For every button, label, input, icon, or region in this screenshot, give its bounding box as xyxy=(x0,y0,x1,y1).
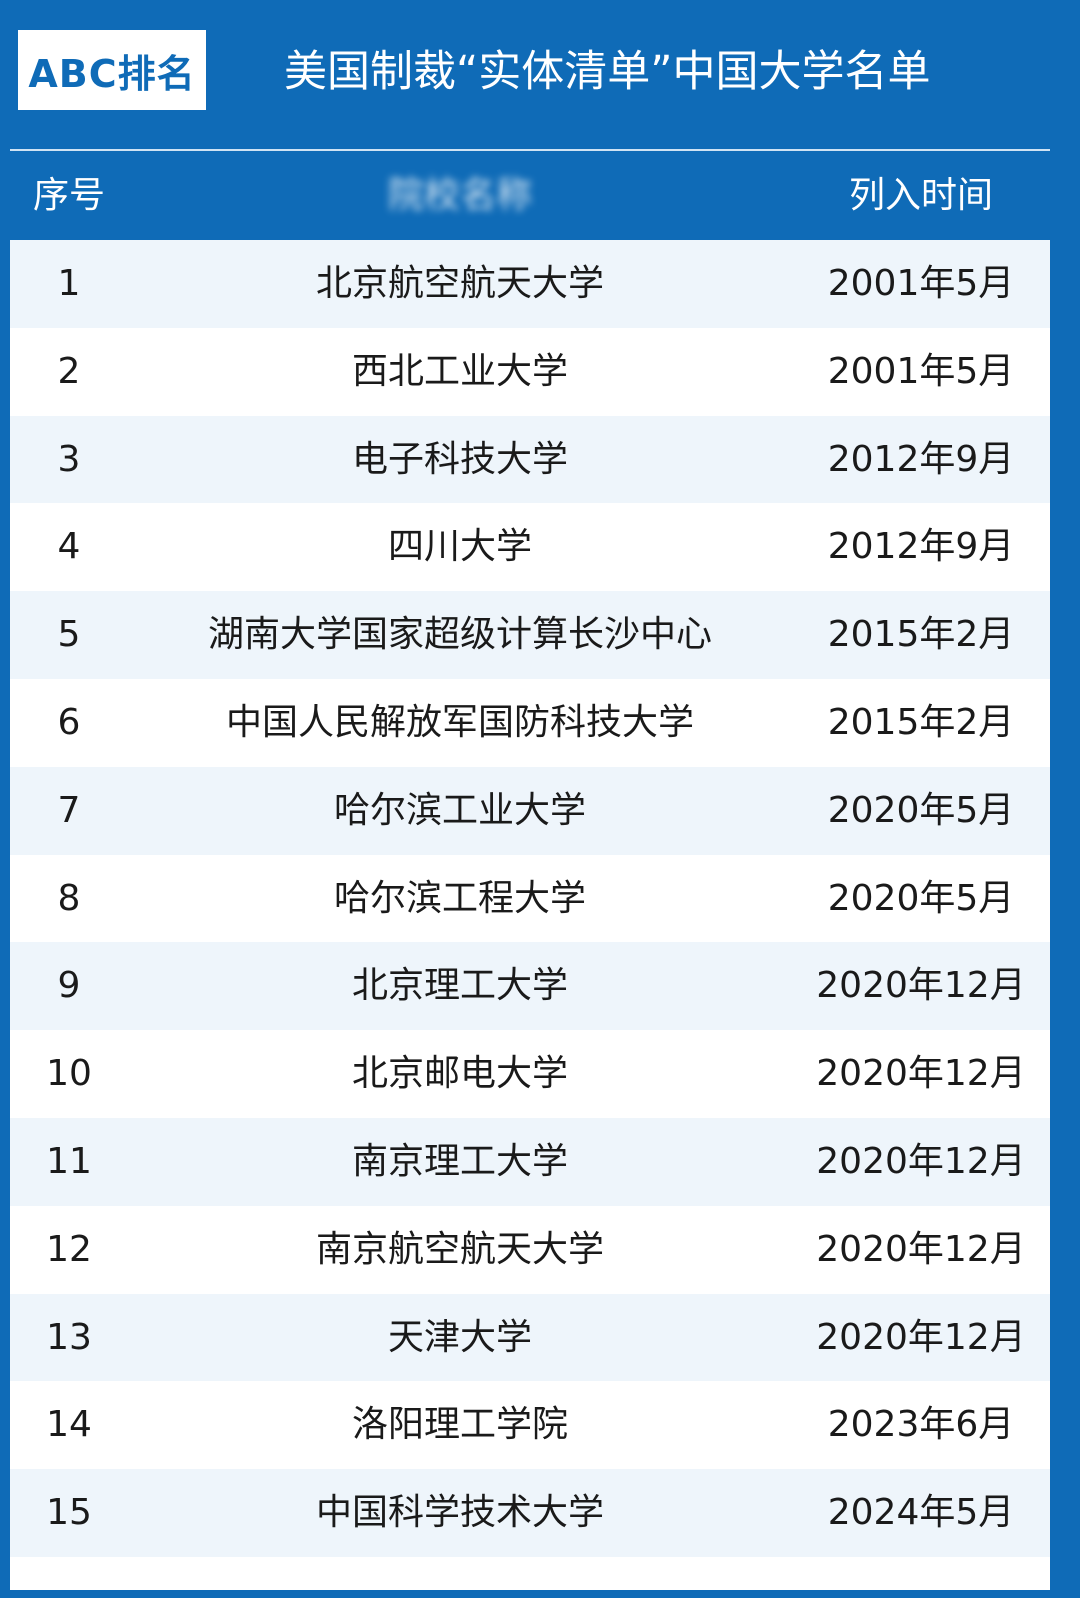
table-row: 2 西北工业大学 2001年5月 xyxy=(10,328,1050,416)
row-index: 11 xyxy=(46,1141,92,1182)
table-row: 8 哈尔滨工程大学 2020年5月 xyxy=(10,855,1050,943)
row-university-name: 西北工业大学 xyxy=(351,350,568,392)
header-index: 序号 xyxy=(32,175,105,216)
row-university-name: 北京理工大学 xyxy=(351,965,568,1007)
row-university-name: 四川大学 xyxy=(387,526,532,568)
table-row: 14 洛阳理工学院 2023年6月 xyxy=(10,1381,1050,1469)
row-index: 5 xyxy=(57,614,81,656)
table-row: 15 中国科学技术大学 2024年5月 xyxy=(10,1469,1050,1557)
row-listing-date: 2020年5月 xyxy=(827,877,1015,919)
row-listing-date: 2015年2月 xyxy=(827,702,1015,743)
table-row: 12 南京航空航天大学 2020年12月 xyxy=(10,1206,1050,1294)
row-index: 9 xyxy=(57,965,81,1007)
row-index: 2 xyxy=(57,350,81,392)
row-index: 14 xyxy=(46,1404,92,1446)
row-index: 6 xyxy=(57,702,81,743)
table-header: 序号 院校名称 列入时间 xyxy=(10,152,1050,240)
row-listing-date: 2020年12月 xyxy=(816,1228,1026,1270)
row-university-name: 南京理工大学 xyxy=(351,1141,568,1182)
university-table: 1 北京航空航天大学 2001年5月 2 西北工业大学 2001年5月 3 电子科技大学 201… xyxy=(10,240,1050,1590)
row-listing-date: 2012年9月 xyxy=(827,526,1015,568)
row-index: 4 xyxy=(57,526,81,568)
row-university-name: 洛阳理工学院 xyxy=(351,1404,568,1446)
row-index: 12 xyxy=(46,1228,92,1270)
row-listing-date: 2020年12月 xyxy=(816,1053,1026,1095)
table-row: 9 北京理工大学 2020年12月 xyxy=(10,942,1050,1031)
row-university-name: 北京航空航天大学 xyxy=(315,263,604,304)
table-row: 4 四川大学 2012年9月 xyxy=(10,503,1050,591)
row-index: 13 xyxy=(46,1316,92,1358)
row-university-name: 天津大学 xyxy=(387,1316,532,1358)
table-row: 7 哈尔滨工业大学 2020年5月 xyxy=(10,766,1050,855)
row-listing-date: 2020年12月 xyxy=(816,1141,1026,1182)
row-listing-date: 2020年12月 xyxy=(816,965,1026,1007)
row-university-name: 南京航空航天大学 xyxy=(315,1228,604,1270)
header-name: 院校名称 xyxy=(387,175,532,216)
row-university-name: 中国科学技术大学 xyxy=(315,1492,604,1534)
row-listing-date: 2020年5月 xyxy=(827,789,1015,831)
row-listing-date: 2001年5月 xyxy=(827,263,1015,304)
row-index: 3 xyxy=(57,438,81,480)
row-listing-date: 2020年12月 xyxy=(816,1316,1026,1358)
table-row: 1 北京航空航天大学 2001年5月 xyxy=(10,240,1050,328)
row-listing-date: 2023年6月 xyxy=(827,1404,1015,1446)
row-index: 10 xyxy=(46,1053,92,1095)
table-row: 5 湖南大学国家超级计算长沙中心 2015年2月 xyxy=(10,591,1050,679)
page-title: 美国制裁“实体清单”中国大学名单 xyxy=(284,47,931,97)
logo-text: ABC排名 xyxy=(28,51,196,96)
row-university-name: 电子科技大学 xyxy=(351,438,568,480)
row-index: 8 xyxy=(57,877,81,919)
row-listing-date: 2015年2月 xyxy=(827,614,1015,656)
row-index: 1 xyxy=(57,263,81,304)
row-university-name: 北京邮电大学 xyxy=(351,1053,568,1095)
table-row: 6 中国人民解放军国防科技大学 2015年2月 xyxy=(10,679,1050,767)
row-university-name: 哈尔滨工业大学 xyxy=(333,789,586,831)
abc-ranking-logo: ABC排名 xyxy=(18,30,206,110)
table-row: 13 天津大学 2020年12月 xyxy=(10,1293,1050,1382)
row-index: 15 xyxy=(46,1492,92,1534)
header-date: 列入时间 xyxy=(848,175,993,216)
row-listing-date: 2012年9月 xyxy=(827,438,1015,480)
row-listing-date: 2001年5月 xyxy=(827,350,1015,392)
table-row: 3 电子科技大学 2012年9月 xyxy=(10,415,1050,504)
table-row: 10 北京邮电大学 2020年12月 xyxy=(10,1030,1050,1118)
row-listing-date: 2024年5月 xyxy=(827,1492,1015,1534)
table-row: 11 南京理工大学 2020年12月 xyxy=(10,1118,1050,1206)
row-index: 7 xyxy=(57,789,81,831)
row-university-name: 哈尔滨工程大学 xyxy=(333,877,586,919)
row-university-name: 湖南大学国家超级计算长沙中心 xyxy=(207,614,712,656)
header-divider xyxy=(10,149,1050,151)
row-university-name: 中国人民解放军国防科技大学 xyxy=(225,702,694,743)
